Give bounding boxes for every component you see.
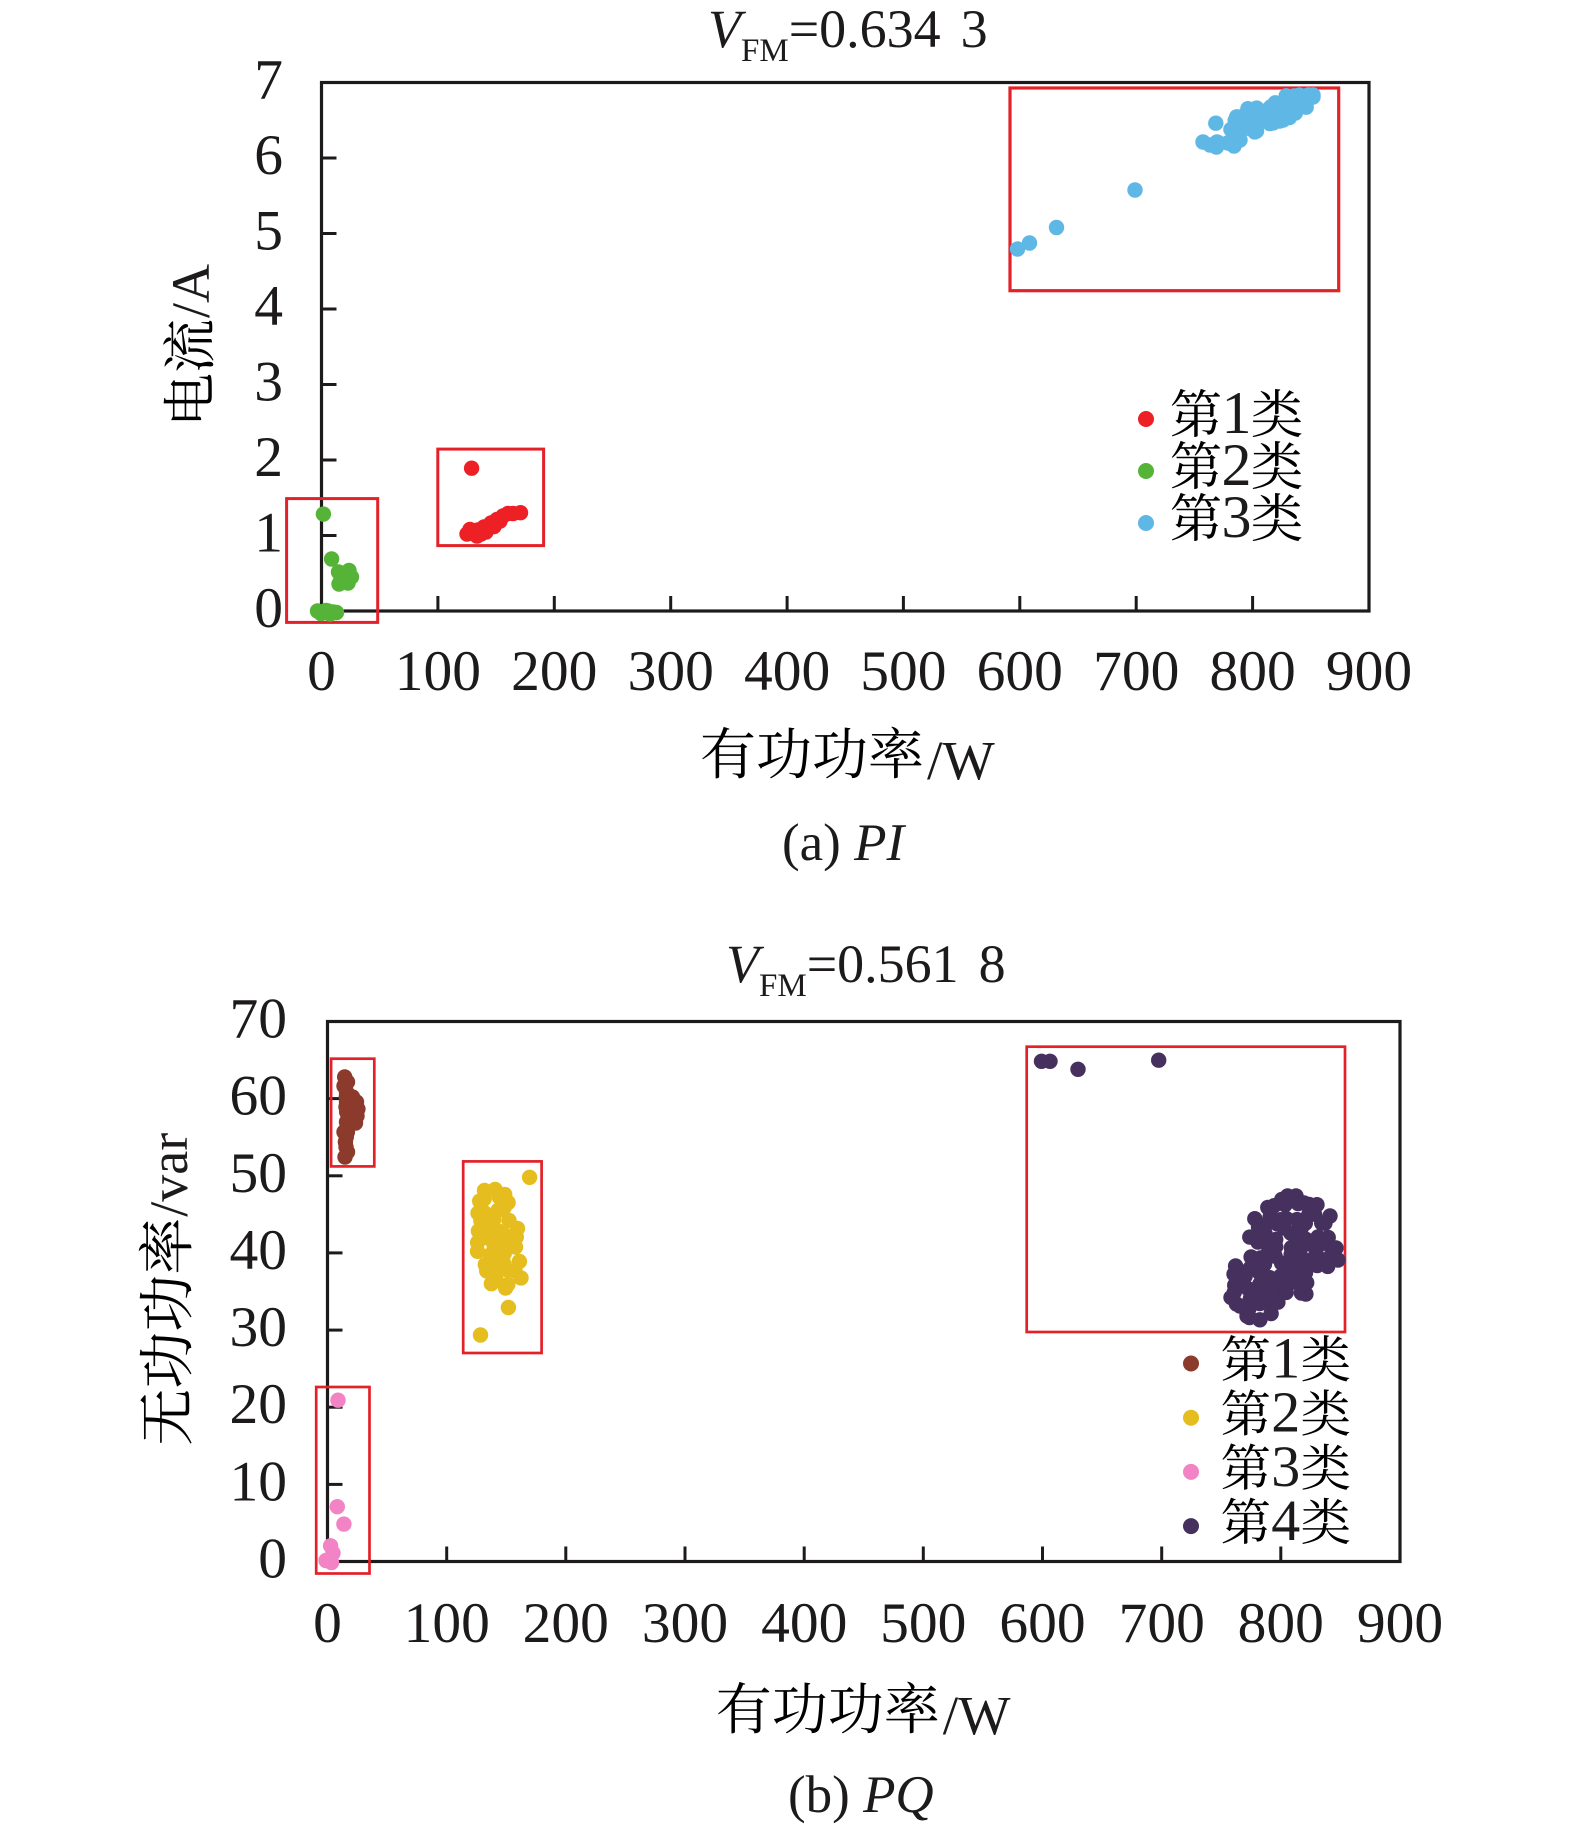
svg-text:2: 2 (1271, 1380, 1300, 1445)
svg-text:/W: /W (943, 1686, 1011, 1747)
svg-text:200: 200 (511, 640, 597, 703)
svg-text:800: 800 (1209, 640, 1295, 703)
svg-text:60: 60 (230, 1065, 288, 1128)
svg-text:0: 0 (254, 577, 283, 640)
svg-text:3: 3 (254, 351, 283, 414)
svg-text:/A: /A (161, 264, 221, 318)
svg-text:900: 900 (1326, 640, 1412, 703)
svg-text:5: 5 (254, 200, 283, 263)
svg-text:300: 300 (628, 640, 714, 703)
svg-text:4: 4 (1271, 1488, 1300, 1553)
svg-text:1: 1 (1222, 380, 1252, 446)
svg-text:800: 800 (1238, 1592, 1324, 1655)
svg-text:0: 0 (313, 1592, 342, 1655)
svg-text:70: 70 (230, 988, 288, 1051)
svg-text:40: 40 (230, 1219, 288, 1282)
svg-text:100: 100 (395, 640, 481, 703)
svg-text:400: 400 (744, 640, 830, 703)
svg-text:3: 3 (1271, 1434, 1300, 1499)
svg-text:500: 500 (880, 1592, 966, 1655)
svg-text:900: 900 (1357, 1592, 1443, 1655)
svg-text:1: 1 (254, 502, 283, 565)
svg-text:1: 1 (1271, 1326, 1300, 1391)
svg-text:50: 50 (230, 1142, 288, 1205)
svg-text:20: 20 (230, 1373, 288, 1436)
svg-text:0: 0 (307, 640, 336, 703)
svg-text:10: 10 (230, 1450, 288, 1513)
svg-text:2: 2 (1222, 432, 1252, 498)
svg-text:/var: /var (139, 1133, 199, 1217)
svg-text:400: 400 (761, 1592, 847, 1655)
svg-text:/W: /W (927, 731, 995, 792)
svg-text:600: 600 (977, 640, 1063, 703)
svg-text:3: 3 (1222, 484, 1252, 550)
svg-text:7: 7 (254, 49, 283, 112)
svg-text:300: 300 (642, 1592, 728, 1655)
svg-text:700: 700 (1119, 1592, 1205, 1655)
svg-text:6: 6 (254, 124, 283, 187)
svg-text:200: 200 (523, 1592, 609, 1655)
svg-text:(b) PQ: (b) PQ (788, 1766, 934, 1824)
svg-text:2: 2 (254, 426, 283, 489)
svg-text:4: 4 (254, 275, 283, 338)
svg-text:100: 100 (404, 1592, 490, 1655)
svg-text:600: 600 (999, 1592, 1085, 1655)
svg-text:30: 30 (230, 1296, 288, 1359)
svg-text:(a) PI: (a) PI (782, 814, 906, 872)
svg-text:500: 500 (860, 640, 946, 703)
svg-text:0: 0 (258, 1528, 287, 1591)
svg-text:700: 700 (1093, 640, 1179, 703)
